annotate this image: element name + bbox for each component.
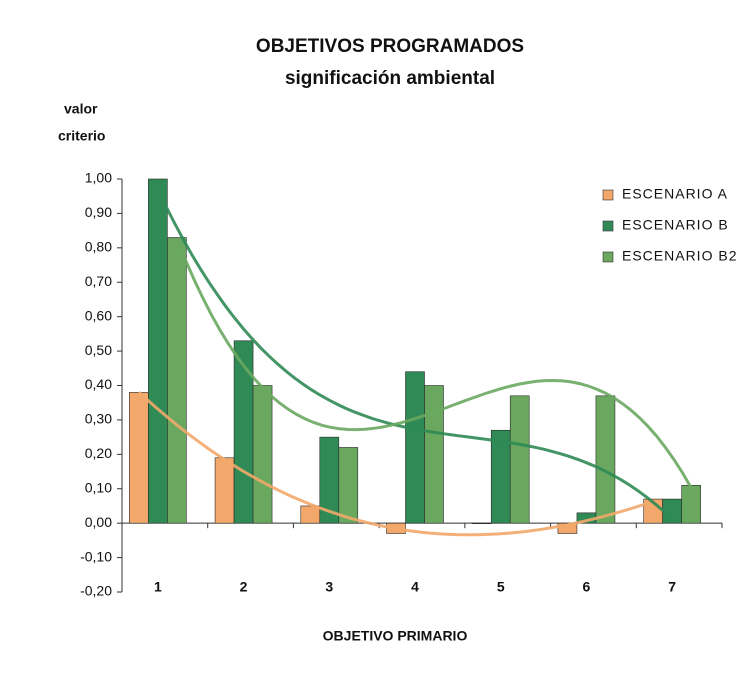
trend-line: [137, 390, 654, 537]
legend-swatch: [602, 251, 614, 263]
bar: [424, 385, 444, 524]
y-tick-label: 0,90: [85, 204, 112, 220]
bar: [233, 340, 254, 524]
y-tick-label: 0,20: [85, 445, 112, 461]
bar: [471, 522, 492, 524]
y-tick-label: 0,40: [85, 376, 112, 392]
bar: [300, 505, 321, 524]
y-tick-label: 0,70: [85, 273, 112, 289]
bar: [595, 395, 616, 524]
bar: [338, 447, 359, 524]
bar: [148, 178, 168, 524]
y-tick-label: 0,50: [85, 342, 112, 358]
legend-swatch: [602, 189, 614, 201]
x-tick-label: 1: [154, 579, 162, 595]
x-axis-label: OBJETIVO PRIMARIO: [323, 628, 468, 644]
legend-swatch: [602, 220, 614, 232]
y-tick-label: 0,60: [85, 307, 112, 323]
x-tick-label: 7: [668, 579, 676, 595]
trend-line: [175, 238, 693, 489]
bar: [214, 457, 235, 524]
x-tick-label: 5: [497, 579, 505, 595]
y-tick-label: 0,10: [85, 479, 112, 495]
bar: [167, 237, 187, 524]
legend-label: ESCENARIO B2: [622, 248, 737, 264]
chart-subtitle: significación ambiental: [285, 68, 495, 89]
bar: [405, 371, 425, 524]
chart-title: OBJETIVOS PROGRAMADOS: [256, 36, 524, 57]
bar: [681, 485, 701, 524]
bar: [252, 385, 273, 524]
legend-label: ESCENARIO B: [622, 217, 729, 233]
y-tick-label: 1,00: [85, 170, 112, 186]
x-tick-label: 6: [583, 579, 591, 595]
y-tick-label: -0,10: [80, 548, 112, 564]
bar: [557, 522, 578, 534]
y-tick-label: -0,20: [80, 583, 112, 599]
y-tick-label: 0,00: [85, 514, 112, 530]
bar: [129, 392, 149, 524]
bar: [509, 395, 530, 524]
x-tick-label: 3: [325, 579, 333, 595]
legend-label: ESCENARIO A: [622, 186, 728, 202]
x-tick-label: 4: [411, 579, 419, 595]
bar: [490, 429, 511, 524]
x-tick-label: 2: [240, 579, 248, 595]
y-axis-label: valor: [64, 101, 98, 117]
trend-line: [156, 188, 674, 521]
y-tick-label: 0,80: [85, 239, 112, 255]
y-axis-label: criterio: [58, 128, 105, 144]
y-tick-label: 0,30: [85, 411, 112, 427]
